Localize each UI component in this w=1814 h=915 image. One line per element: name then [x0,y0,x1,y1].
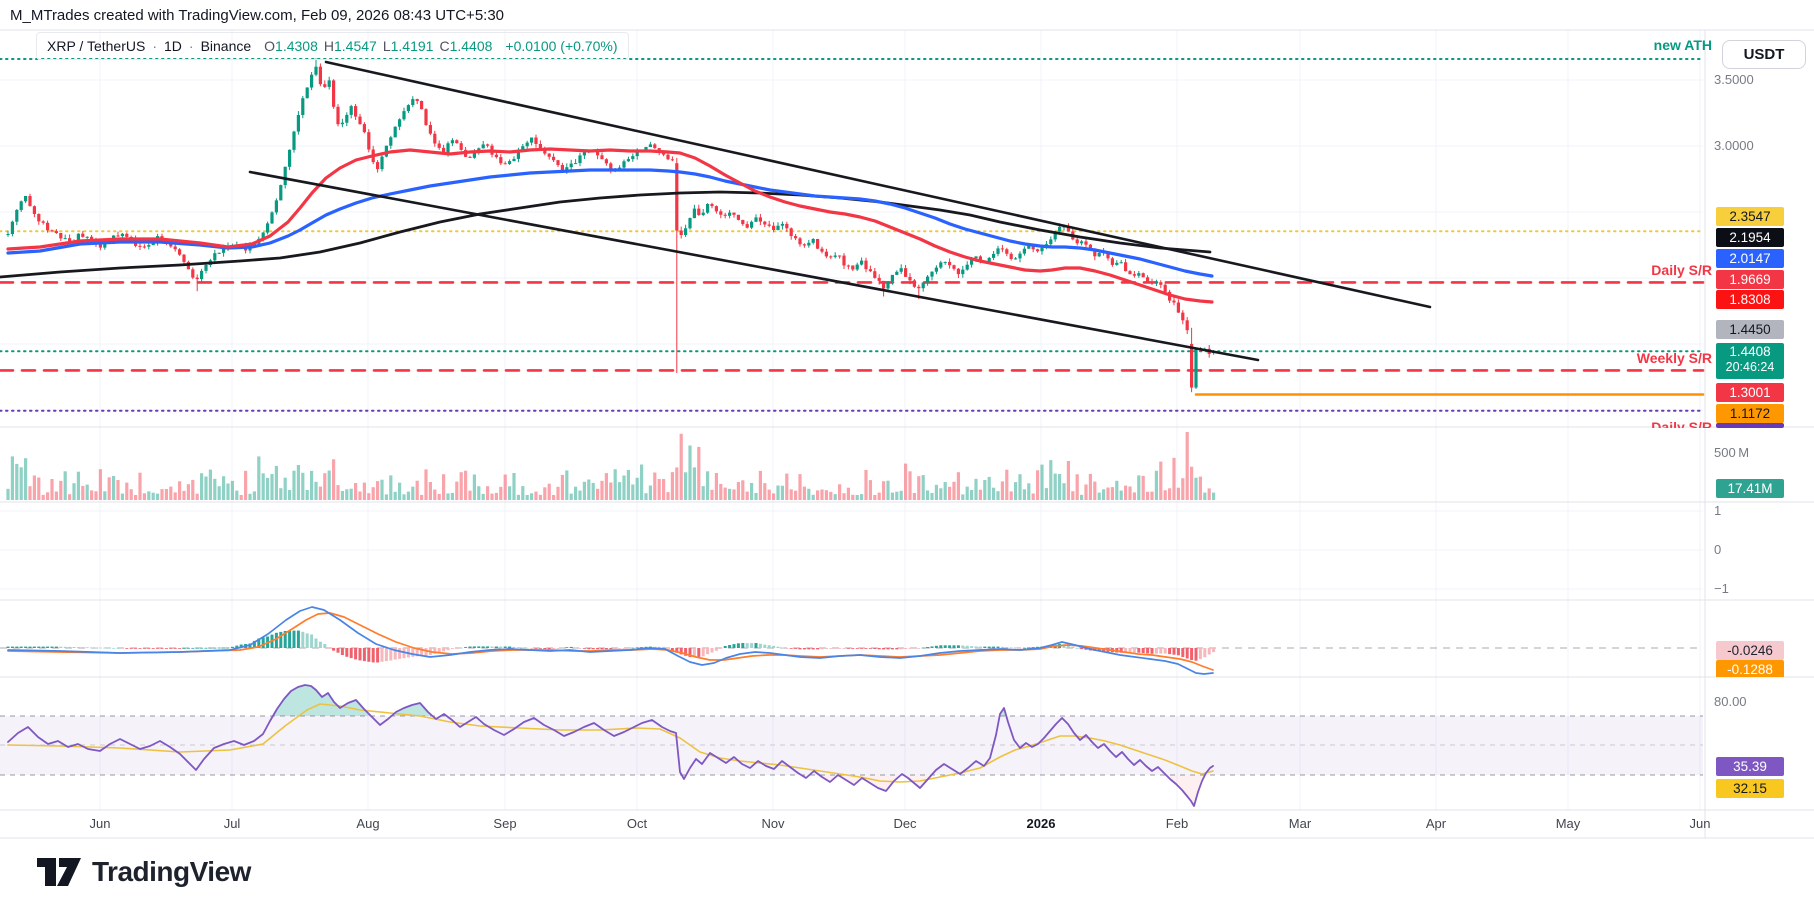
countdown-timer: 20:46:24 [1725,360,1775,374]
price-label: 1.1172 [1716,403,1784,423]
price-label [1716,422,1784,428]
axis-tick: 0 [1714,542,1722,557]
ohlc-value: 1.4408 [449,38,493,54]
time-axis-label: Jun [1689,816,1711,831]
price-label: 2.0147 [1716,248,1784,268]
axis-tick: 3.0000 [1714,138,1754,153]
change-value: +0.0100 (+0.70%) [505,38,618,54]
price-label: 1.4408 20:46:24 [1716,343,1784,379]
time-axis-label: Dec [893,816,917,831]
time-axis-label: Oct [626,816,648,831]
price-label: 1.4450 [1716,319,1784,339]
legend-separator: · [188,38,194,54]
price-label: 2.3547 [1716,206,1784,226]
axis-tick: 1 [1714,503,1722,518]
currency-toggle-button[interactable]: USDT [1722,40,1806,69]
time-axis-label: Apr [1425,816,1447,831]
price-label: 1.8308 [1716,289,1784,309]
price-label: 2.1954 [1716,227,1784,247]
weekly-sr-label: Weekly S/R [1636,350,1712,366]
ohlc-value: 1.4308 [275,38,318,54]
ohlc-value: 1.4191 [390,38,434,54]
new-ath-label: new ATH [1653,37,1712,53]
symbol-legend[interactable]: XRP / TetherUS · 1D · Binance O1.4308 H1.… [36,32,629,60]
interval-label: 1D [163,38,182,54]
price-label: -0.1288 [1716,659,1784,677]
time-axis-label: Mar [1288,816,1312,831]
tradingview-logo-text: TradingView [92,856,251,887]
axis-tick: 3.5000 [1714,72,1754,87]
ohlc-values: O1.4308 H1.4547 L1.4191 C1.4408 [258,38,492,54]
ohlc-key: L [382,38,391,54]
daily-sr-label-clipped: Daily S/R [1651,419,1712,428]
time-axis-label: May [1555,816,1581,831]
price-label: 32.15 [1716,778,1784,798]
time-axis-label: Jul [223,816,241,831]
time-axis-label: Sep [493,816,517,831]
price-label: 35.39 [1716,756,1784,776]
symbol-name: XRP / TetherUS [47,38,146,54]
time-axis-label: Nov [761,816,785,831]
attribution-text: M_MTrades created with TradingView.com, … [10,7,505,24]
price-label: 1.9669 [1716,269,1784,289]
axis-tick: −1 [1714,581,1729,596]
price-label: 17.41M [1716,478,1784,498]
ohlc-key: O [264,38,276,54]
ohlc-value: 1.4547 [334,38,377,54]
tradingview-logo-icon [37,858,81,886]
ohlc-key: H [323,38,334,54]
axis-tick: 80.00 [1714,694,1747,709]
exchange-label: Binance [200,38,252,54]
time-axis-label: Aug [356,816,380,831]
daily-sr-label: Daily S/R [1651,262,1712,278]
time-axis-label: 2026 [1026,816,1056,831]
price-label: -0.0246 [1716,640,1784,660]
tradingview-logo[interactable]: TradingView [36,851,251,893]
time-axis-label: Feb [1165,816,1189,831]
time-axis-label: Jun [89,816,111,831]
legend-separator: · [152,38,157,54]
ohlc-key: C [439,38,450,54]
price-label: 1.3001 [1716,382,1784,402]
axis-tick: 500 M [1714,445,1750,460]
